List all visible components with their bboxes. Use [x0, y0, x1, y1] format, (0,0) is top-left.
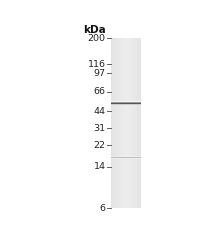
Text: 116: 116	[88, 60, 106, 69]
Bar	[124, 38, 125, 208]
Bar	[120, 38, 121, 208]
Bar	[111, 38, 141, 208]
Bar	[131, 38, 132, 208]
Text: kDa: kDa	[83, 25, 106, 35]
Bar	[133, 38, 134, 208]
Bar	[123, 38, 124, 208]
Bar	[130, 38, 131, 208]
Bar	[113, 38, 114, 208]
Bar	[118, 38, 119, 208]
Text: 200: 200	[88, 34, 106, 42]
Bar	[126, 38, 127, 208]
Bar	[138, 38, 139, 208]
Bar	[136, 38, 137, 208]
Bar	[129, 38, 130, 208]
Text: 44: 44	[94, 107, 106, 116]
Bar	[116, 38, 117, 208]
Bar	[132, 38, 133, 208]
Text: 6: 6	[100, 204, 106, 213]
Bar	[140, 38, 141, 208]
Bar	[125, 38, 126, 208]
Bar	[114, 38, 115, 208]
Bar	[137, 38, 138, 208]
Bar	[128, 38, 129, 208]
Bar	[121, 38, 122, 208]
Bar	[112, 38, 113, 208]
Text: 66: 66	[94, 87, 106, 96]
Bar	[122, 38, 123, 208]
Bar	[135, 38, 136, 208]
Text: 97: 97	[94, 69, 106, 78]
Bar	[139, 38, 140, 208]
Bar	[117, 38, 118, 208]
Text: 22: 22	[94, 141, 106, 150]
Bar	[127, 38, 128, 208]
Bar	[119, 38, 120, 208]
Text: 31: 31	[94, 124, 106, 133]
Text: 14: 14	[94, 162, 106, 171]
Bar	[134, 38, 135, 208]
Bar	[111, 38, 112, 208]
Bar	[115, 38, 116, 208]
